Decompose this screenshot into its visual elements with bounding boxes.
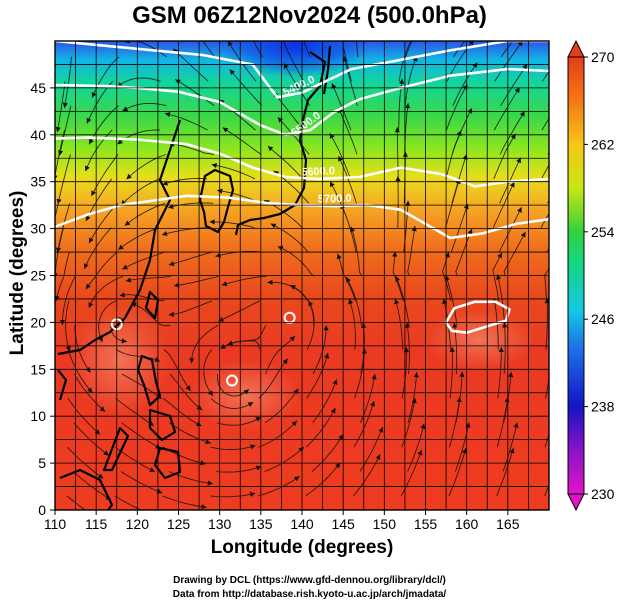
x-tick-label: 110 (44, 516, 67, 532)
contour-label: 5600.0 (301, 165, 335, 179)
coastline-vietnam (57, 369, 68, 401)
x-tick-label: 130 (208, 516, 232, 532)
x-tick-label: 165 (496, 516, 520, 532)
colorbar-bottom-cap (567, 493, 585, 512)
x-tick-label: 135 (249, 516, 273, 532)
coastlines (57, 45, 332, 510)
y-tick-label: 15 (30, 361, 46, 377)
x-tick-label: 145 (331, 516, 355, 532)
credit-drawing: Drawing by DCL (https://www.gfd-dennou.o… (173, 575, 446, 586)
x-tick-label: 125 (167, 516, 191, 532)
colorbar-tick-label: 262 (591, 136, 615, 152)
y-tick-label: 25 (30, 268, 46, 284)
grid-lines (55, 41, 549, 510)
cold-core (220, 41, 370, 77)
y-tick-label: 35 (30, 174, 46, 190)
coastline-sakhalin (322, 45, 332, 95)
x-tick-label: 155 (414, 516, 438, 532)
coastline-mindanao (153, 446, 182, 480)
warm-area-3 (425, 310, 535, 370)
coastline-korea (198, 168, 235, 234)
credit-data-source: Data from http://database.rish.kyoto-u.a… (172, 589, 447, 600)
x-tick-label: 115 (85, 516, 108, 532)
colorbar-tick-label: 238 (591, 399, 615, 415)
contour-5500 (55, 67, 549, 137)
colorbar (567, 56, 585, 495)
coastline-luzon (136, 354, 162, 407)
y-tick-label: 30 (30, 221, 46, 237)
y-tick-label: 45 (30, 80, 46, 96)
coastline-palawan (102, 426, 130, 472)
colorbar-tick-label: 270 (591, 49, 615, 65)
chart-title: GSM 06Z12Nov2024 (500.0hPa) (132, 2, 487, 29)
warm-area-2 (190, 360, 300, 430)
y-axis-label: Latitude (degrees) (7, 190, 28, 356)
colorbar-ticks: 230 238 246 254 262 270 (584, 49, 615, 502)
y-tick-label: 20 (30, 314, 46, 330)
x-tick-label: 160 (455, 516, 479, 532)
x-tick-label: 150 (373, 516, 397, 532)
coastline-borneo (59, 468, 114, 510)
coastline-taiwan (144, 290, 160, 320)
x-tick-label: 120 (126, 516, 150, 532)
colorbar-tick-label: 230 (591, 486, 615, 502)
y-tick-label: 0 (38, 502, 46, 518)
y-tick-label: 5 (38, 455, 46, 471)
colorbar-tick-label: 254 (591, 224, 615, 240)
y-tick-label: 10 (30, 408, 46, 424)
colorbar-top-cap (567, 39, 585, 58)
y-tick-label: 40 (30, 127, 46, 143)
x-tick-label: 140 (290, 516, 314, 532)
low-center (226, 374, 239, 387)
axes: 110 115 120 125 130 135 140 145 150 155 160 165 0 5 10… (30, 80, 519, 532)
contour-5400 (55, 41, 549, 99)
x-axis-label: Longitude (degrees) (210, 537, 394, 558)
coastline-visayas (148, 408, 177, 442)
colorbar-tick-label: 246 (591, 311, 615, 327)
coastline-japan (234, 51, 327, 236)
coastline-china (57, 119, 182, 356)
